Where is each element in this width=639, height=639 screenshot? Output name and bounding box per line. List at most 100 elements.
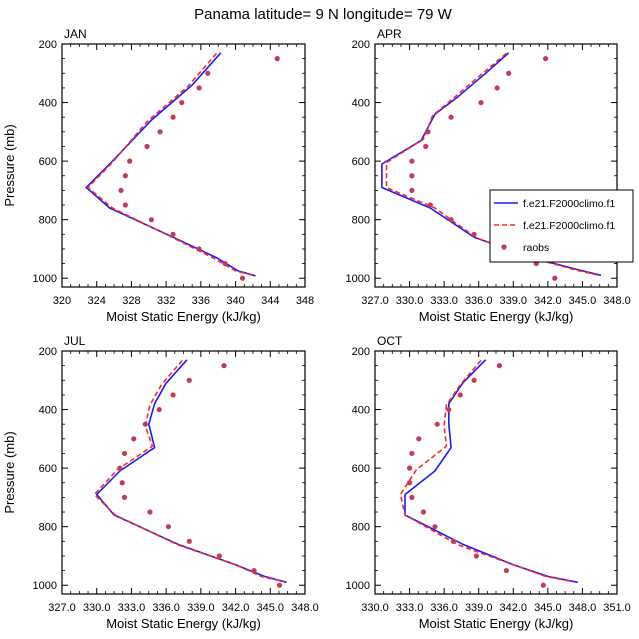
y-tick-label: 800 (39, 215, 57, 227)
raobs-point (147, 509, 153, 515)
x-tick-label: 345.0 (257, 602, 285, 614)
raobs-point (222, 260, 228, 267)
y-tick-label: 800 (352, 522, 370, 534)
panel-title: JAN (64, 27, 87, 41)
x-tick-label: 336.0 (430, 602, 458, 614)
x-tick-label: 327.0 (361, 295, 389, 307)
x-tick-label: 333.0 (430, 295, 458, 307)
y-tick-label: 1000 (33, 273, 57, 285)
raobs-point (170, 231, 176, 237)
legend-marker-dot (501, 244, 507, 250)
raobs-point (496, 363, 503, 369)
y-tick-label: 600 (352, 463, 370, 475)
x-tick-label: 333.0 (118, 602, 146, 614)
raobs-point (552, 275, 558, 281)
x-tick-label: 320 (53, 295, 71, 307)
x-tick-label: 336 (192, 295, 210, 307)
raobs-point (450, 538, 456, 544)
panel-title: OCT (377, 334, 403, 348)
x-tick-label: 345.0 (569, 295, 597, 307)
raobs-point (221, 363, 227, 369)
y-tick-label: 400 (39, 98, 57, 110)
x-tick-label: 336.0 (465, 295, 493, 307)
x-tick-label: 340 (226, 295, 244, 307)
raobs-point (432, 524, 438, 530)
raobs-point (425, 129, 431, 135)
panel-jan: 320 324 328 332 336 340 344 348 200 400 600 800 1000… (2, 27, 314, 324)
raobs-point (144, 143, 150, 150)
x-tick-label: 339.0 (500, 295, 528, 307)
y-tick-label: 600 (352, 156, 370, 168)
x-tick-label: 348.0 (603, 295, 631, 307)
raobs-point (406, 480, 413, 486)
raobs-point (276, 582, 283, 588)
raobs-point (186, 377, 192, 383)
raobs-point (434, 421, 440, 427)
x-tick-label: 348 (296, 295, 314, 307)
model-series-dashed (87, 52, 254, 277)
raobs-point (503, 567, 509, 574)
panels: 320 324 328 332 336 340 344 348 200 400 600 800 1000… (2, 27, 634, 631)
raobs-point (148, 217, 154, 223)
raobs-point (473, 553, 480, 559)
x-axis-label: Moist Static Energy (kJ/kg) (419, 616, 574, 631)
x-tick-label: 330.0 (361, 602, 389, 614)
raobs-point (423, 143, 429, 150)
x-tick-label: 342.0 (222, 602, 250, 614)
raobs-point (186, 538, 192, 544)
raobs-point (471, 377, 477, 383)
x-tick-label: 344 (261, 295, 279, 307)
raobs-point (409, 158, 415, 164)
raobs-point (478, 99, 484, 106)
raobs-point (142, 421, 148, 427)
y-tick-label: 400 (39, 405, 57, 417)
panel-jul: 327.0 330.0 333.0 336.0 339.0 342.0 345.0 348.0… (2, 334, 319, 631)
raobs-point (409, 494, 415, 500)
model-series-dashed (399, 359, 574, 583)
x-tick-label: 351.0 (603, 602, 631, 614)
y-tick-label: 200 (39, 346, 57, 358)
y-tick-label: 1000 (33, 580, 57, 592)
raobs-point (157, 129, 163, 135)
legend-label: f.e21.F2000climo.f1 (523, 220, 615, 232)
legend-label: raobs (523, 242, 549, 254)
x-tick-label: 348.0 (569, 602, 597, 614)
figure-title: Panama latitude= 9 N longitude= 79 W (194, 6, 453, 23)
x-tick-label: 339.0 (465, 602, 493, 614)
legend-label: f.e21.F2000climo.f1 (523, 198, 615, 210)
raobs-point (118, 187, 124, 193)
y-tick-label: 1000 (346, 580, 370, 592)
raobs-point (179, 99, 185, 106)
panel-oct: 330.0 333.0 336.0 339.0 342.0 345.0 348.0 351.0… (346, 334, 631, 631)
legend-box (489, 189, 634, 263)
raobs-point (409, 173, 415, 179)
raobs-point (540, 582, 546, 588)
raobs-point (131, 436, 137, 442)
raobs-point (457, 392, 463, 398)
panel-title: APR (377, 27, 402, 41)
raobs-point (506, 70, 512, 76)
raobs-point (156, 406, 162, 413)
x-tick-label: 339.0 (187, 602, 215, 614)
y-axis-label: Pressure (mb) (2, 124, 17, 206)
x-tick-label: 342.0 (500, 602, 528, 614)
raobs-point (127, 158, 133, 164)
x-tick-label: 324 (88, 295, 106, 307)
raobs-point (448, 217, 454, 223)
y-tick-label: 800 (352, 215, 370, 227)
raobs-point (196, 246, 202, 252)
x-tick-label: 327.0 (48, 602, 76, 614)
y-tick-label: 400 (352, 405, 370, 417)
x-tick-label: 330.0 (396, 295, 424, 307)
raobs-point (170, 114, 176, 120)
y-tick-label: 200 (352, 346, 370, 358)
raobs-point (409, 450, 415, 457)
raobs-point (406, 465, 413, 471)
y-axis-label: Pressure (mb) (2, 431, 17, 513)
raobs-point (274, 56, 280, 62)
raobs-point (170, 392, 176, 398)
raobs-point (165, 524, 172, 530)
raobs-point (121, 494, 128, 500)
panel-title: JUL (64, 334, 86, 348)
